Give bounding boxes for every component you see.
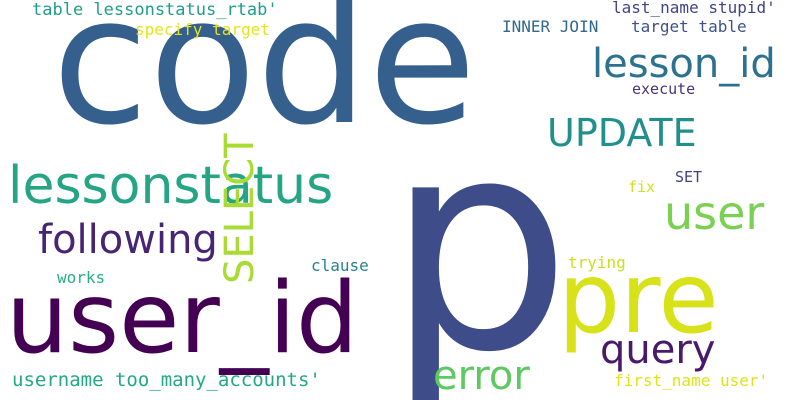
word-table-lessonstatus-rtab: table lessonstatus_rtab' [32,0,278,20]
word-user-id: user_id [6,262,359,376]
word-set: SET [675,168,703,186]
word-clause: clause [311,256,369,275]
word-specify-target: specify target [135,20,270,39]
word-fix: fix [628,178,656,196]
word-update: UPDATE [547,111,697,155]
word-code: code [52,0,477,164]
word-pre: pre [558,242,719,356]
word-last-name-stupid: last_name stupid' [612,0,776,17]
word-execute: execute [632,80,696,98]
word-username-too-many-accounts: username too_many_accounts' [12,369,321,391]
word-following: following [38,217,218,263]
word-select: SELECT [217,133,263,284]
word-lesson-id: lesson_id [592,41,776,87]
word-works: works [57,268,106,287]
word-query: query [600,327,716,373]
word-error: error [433,353,530,399]
word-user: user [664,186,765,240]
word-inner-join: INNER JOIN [502,17,599,36]
word-target-table: target table [631,17,747,36]
word-first-name-user: first_name user' [614,371,769,390]
word-trying: trying [568,253,626,272]
word-lessonstatus: lessonstatus [8,156,334,216]
word-p: p [386,76,572,400]
